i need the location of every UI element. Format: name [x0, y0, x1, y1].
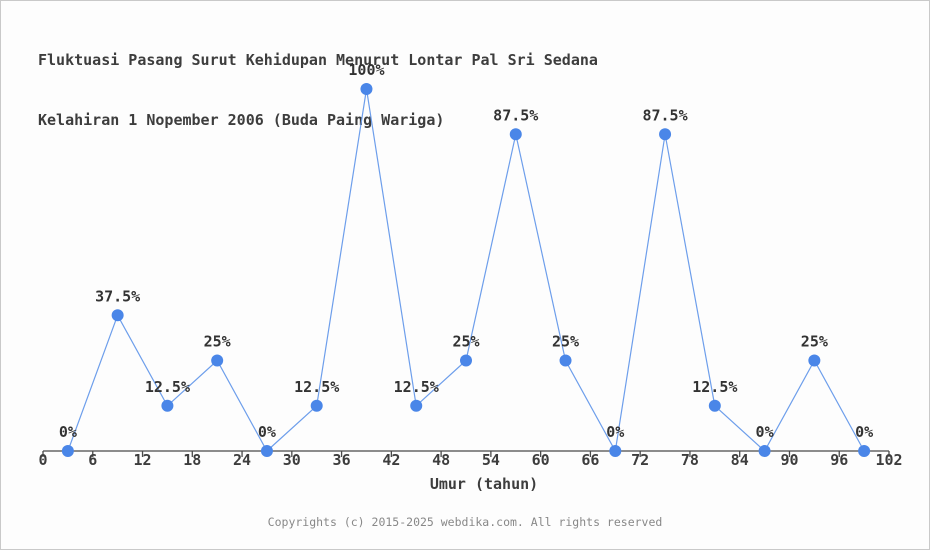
x-axis-tick-label: 42 [382, 451, 400, 469]
x-axis-tick-label: 60 [532, 451, 550, 469]
data-point-label: 12.5% [394, 378, 439, 396]
x-axis-tick-label: 78 [681, 451, 699, 469]
data-point [808, 354, 821, 367]
x-axis-tick-label: 54 [482, 451, 500, 469]
data-point [858, 445, 871, 457]
data-point [509, 128, 522, 141]
series-line [67, 88, 865, 453]
x-axis-tick-label: 6 [88, 451, 97, 469]
data-point [211, 354, 224, 367]
data-point-label: 12.5% [692, 378, 737, 396]
data-point [161, 399, 174, 412]
x-axis-tick-label: 102 [875, 451, 902, 469]
x-axis-tick-label: 90 [780, 451, 798, 469]
x-axis-tick-label: 18 [183, 451, 201, 469]
x-axis-tick-label: 48 [432, 451, 450, 469]
x-axis-tick-label: 12 [133, 451, 151, 469]
x-axis-tick-label: 24 [233, 451, 251, 469]
copyright-text: Copyrights (c) 2015-2025 webdika.com. Al… [267, 515, 663, 529]
data-point-label: 87.5% [493, 106, 538, 124]
data-point [111, 309, 124, 322]
data-point-label: 0% [756, 423, 774, 441]
x-axis-tick-label: 84 [731, 451, 749, 469]
data-point-label: 0% [855, 423, 873, 441]
chart-title: Fluktuasi Pasang Surut Kehidupan Menurut… [38, 10, 598, 170]
data-point [758, 445, 771, 457]
x-axis-tick-label: 72 [631, 451, 649, 469]
data-point-label: 12.5% [294, 378, 339, 396]
data-point [559, 354, 572, 367]
data-point [460, 354, 472, 367]
data-point-label: 25% [552, 333, 579, 351]
data-point-label: 100% [348, 61, 384, 79]
data-point-label: 12.5% [145, 378, 190, 396]
data-point [310, 399, 323, 412]
x-axis-title: Umur (tahun) [429, 475, 539, 493]
x-axis-tick-label: 0 [38, 451, 47, 469]
data-point-label: 87.5% [642, 106, 687, 124]
data-point-label: 25% [452, 333, 479, 351]
data-point-label: 0% [258, 423, 276, 441]
data-point [708, 399, 721, 412]
data-point [609, 445, 622, 457]
data-point-label: 37.5% [95, 287, 140, 305]
data-point [410, 399, 423, 412]
data-point [659, 128, 672, 141]
chart-title-line2: Kelahiran 1 Nopember 2006 (Buda Paing Wa… [38, 111, 445, 129]
data-point-label: 25% [801, 333, 828, 351]
data-point-label: 25% [204, 333, 231, 351]
x-axis-tick-label: 36 [333, 451, 351, 469]
x-axis-tick-label: 96 [830, 451, 848, 469]
data-point [360, 83, 373, 95]
data-point-label: 0% [59, 423, 77, 441]
data-point [260, 445, 273, 457]
x-axis-tick-label: 30 [283, 451, 301, 469]
chart-title-line1: Fluktuasi Pasang Surut Kehidupan Menurut… [38, 51, 598, 69]
x-axis-tick-label: 66 [581, 451, 599, 469]
data-point-label: 0% [606, 423, 624, 441]
data-point [61, 445, 74, 457]
